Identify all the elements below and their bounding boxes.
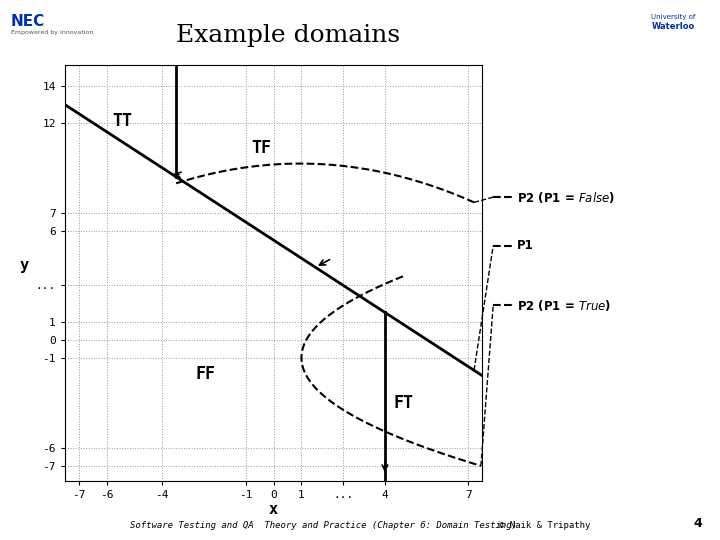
Text: © Naik & Tripathy: © Naik & Tripathy bbox=[499, 521, 590, 530]
Text: NEC: NEC bbox=[11, 14, 45, 29]
Y-axis label: y: y bbox=[20, 258, 29, 273]
Text: P2 (P1 = $\mathit{True}$): P2 (P1 = $\mathit{True}$) bbox=[517, 298, 611, 313]
Text: P2 (P1 = $\mathit{False}$): P2 (P1 = $\mathit{False}$) bbox=[517, 190, 615, 205]
Text: 4: 4 bbox=[693, 517, 702, 530]
Text: TT: TT bbox=[112, 112, 132, 130]
Text: Software Testing and QA  Theory and Practice (Chapter 6: Domain Testing): Software Testing and QA Theory and Pract… bbox=[130, 521, 517, 530]
X-axis label: x: x bbox=[269, 502, 278, 517]
Text: Example domains: Example domains bbox=[176, 24, 400, 48]
Text: University of: University of bbox=[651, 14, 696, 19]
Text: FT: FT bbox=[393, 394, 413, 412]
Text: Empowered by innovation: Empowered by innovation bbox=[11, 30, 93, 35]
Text: FF: FF bbox=[196, 366, 216, 383]
Text: Waterloo: Waterloo bbox=[652, 22, 695, 31]
Text: TF: TF bbox=[251, 139, 271, 157]
Text: P1: P1 bbox=[517, 239, 534, 252]
